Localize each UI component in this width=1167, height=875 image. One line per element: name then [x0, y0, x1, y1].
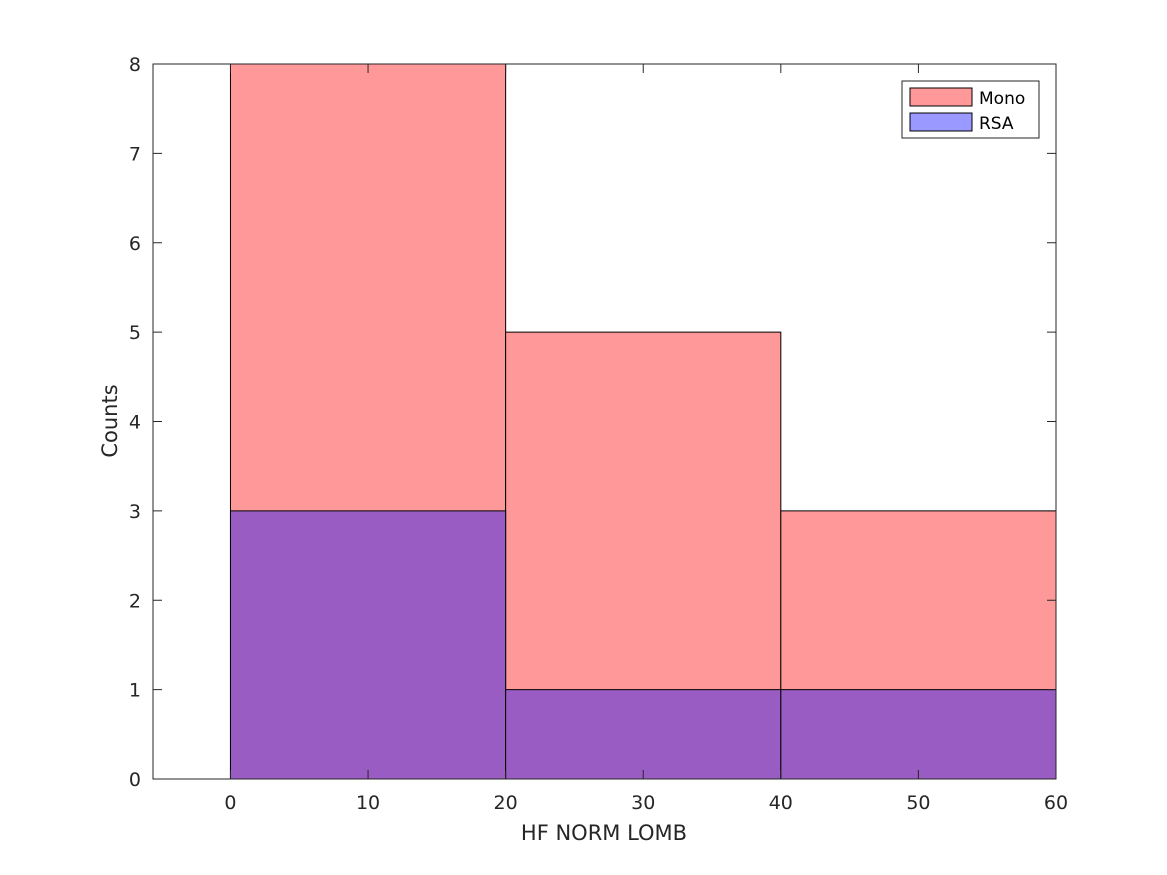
x-axis-label: HF NORM LOMB: [521, 821, 687, 845]
x-tick-label: 30: [631, 792, 655, 814]
x-tick-label: 60: [1044, 792, 1068, 814]
y-axis-ticks: 0 1 2 3 4 5 6 7 8: [129, 54, 1056, 791]
legend: Mono RSA: [901, 80, 1040, 139]
rsa-series-bars: [229, 510, 1057, 780]
x-tick-label: 40: [769, 792, 793, 814]
rsa-bar: [505, 689, 782, 780]
x-tick-label: 0: [224, 792, 236, 814]
y-tick-label: 6: [129, 233, 141, 255]
legend-swatch-mono: [909, 87, 973, 107]
legend-label-mono: Mono: [979, 89, 1025, 109]
y-tick-label: 4: [129, 412, 141, 434]
x-tick-label: 50: [906, 792, 930, 814]
x-tick-label: 20: [494, 792, 518, 814]
x-axis-ticks: 0 10 20 30 40 50 60: [224, 64, 1068, 814]
y-tick-label: 2: [129, 590, 141, 612]
y-tick-label: 5: [129, 322, 141, 344]
rsa-bar: [780, 689, 1057, 780]
y-tick-label: 7: [129, 143, 141, 165]
y-tick-label: 1: [129, 680, 141, 702]
legend-label-rsa: RSA: [979, 114, 1014, 134]
x-tick-label: 10: [356, 792, 380, 814]
rsa-bar: [229, 510, 507, 780]
legend-swatch-rsa: [909, 112, 973, 132]
y-axis-label: Counts: [98, 384, 122, 457]
y-tick-label: 3: [129, 501, 141, 523]
y-tick-label: 8: [129, 54, 141, 76]
y-tick-label: 0: [129, 769, 141, 791]
